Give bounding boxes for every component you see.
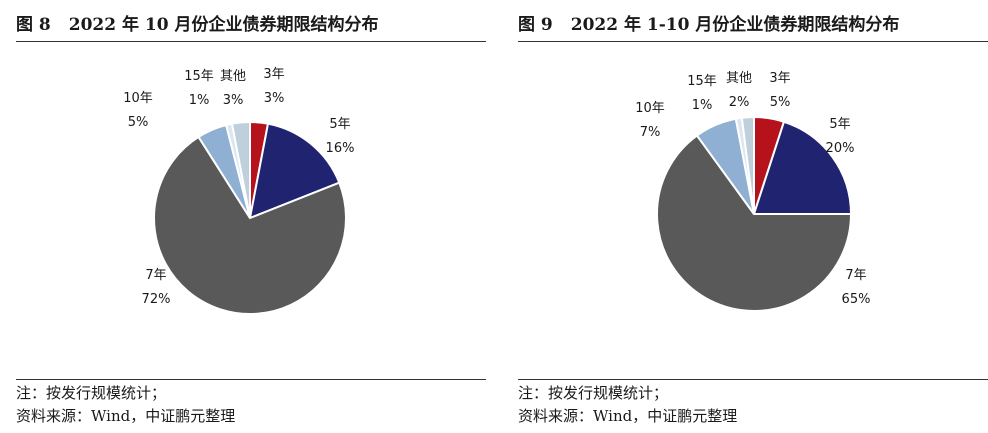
slice-category-label: 5年	[829, 117, 850, 132]
slice-category-label: 10年	[635, 101, 665, 116]
slice-value-label: 20%	[826, 141, 855, 156]
slice-category-label: 其他	[726, 71, 752, 86]
figure-title: 2022 年 10 月份企业债券期限结构分布	[68, 15, 379, 35]
slice-category-label: 3年	[263, 67, 284, 82]
slice-value-label: 1%	[692, 98, 713, 113]
footer-rule	[16, 379, 486, 380]
title-rule	[16, 41, 486, 42]
source-note: 资料来源：Wind，中证鹏元整理	[16, 407, 236, 425]
footnote: 注：按发行规模统计；	[518, 384, 669, 402]
footer-rule	[518, 379, 988, 380]
figure-title: 2022 年 1-10 月份企业债券期限结构分布	[570, 15, 900, 35]
slice-value-label: 5%	[770, 95, 791, 110]
slice-category-label: 其他	[220, 69, 246, 84]
pie-slice-6	[230, 120, 251, 219]
title-rule	[518, 41, 988, 42]
source-note: 资料来源：Wind，中证鹏元整理	[518, 407, 738, 425]
slice-value-label: 65%	[842, 292, 871, 307]
slice-category-label: 10年	[123, 91, 153, 106]
slice-category-label: 7年	[145, 268, 166, 283]
pie-slice-3	[656, 134, 853, 312]
slice-category-label: 15年	[687, 74, 717, 89]
figure-number: 图 8	[16, 15, 51, 35]
slice-value-label: 3%	[264, 91, 285, 106]
pie-chart-jan-oct: 3年 5% 5年 20% 7年 65% 10年 7% 15年 1% 其他 2%	[635, 71, 871, 312]
panel-title: 图 9 2022 年 1-10 月份企业债券期限结构分布	[518, 10, 899, 38]
pie-slice-2	[248, 122, 341, 220]
slice-category-label: 7年	[845, 268, 866, 283]
slice-value-label: 2%	[729, 95, 750, 110]
chart-panel-jan-oct: 图 9 2022 年 1-10 月份企业债券期限结构分布 3年 5% 5年 20% 7年 6…	[518, 0, 988, 433]
slice-value-label: 1%	[189, 93, 210, 108]
chart-panel-oct: 图 8 2022 年 10 月份企业债券期限结构分布 3年 3% 5年 16% 7年 72%…	[16, 0, 486, 433]
slice-value-label: 72%	[142, 292, 171, 307]
slice-value-label: 3%	[223, 93, 244, 108]
pie-slice-3	[153, 135, 347, 315]
pie-slice-6	[740, 115, 755, 215]
pie-chart-oct: 3年 3% 5年 16% 7年 72% 10年 5% 15年 1% 其他 3%	[123, 67, 355, 315]
panel-title: 图 8 2022 年 10 月份企业债券期限结构分布	[16, 10, 378, 38]
slice-category-label: 15年	[184, 69, 214, 84]
slice-category-label: 5年	[329, 117, 350, 132]
slice-value-label: 7%	[640, 125, 661, 140]
slice-category-label: 3年	[769, 71, 790, 86]
footnote: 注：按发行规模统计；	[16, 384, 167, 402]
slice-value-label: 16%	[326, 141, 355, 156]
pie-slice-2	[752, 120, 853, 215]
slice-value-label: 5%	[128, 115, 149, 130]
figure-number: 图 9	[518, 15, 553, 35]
